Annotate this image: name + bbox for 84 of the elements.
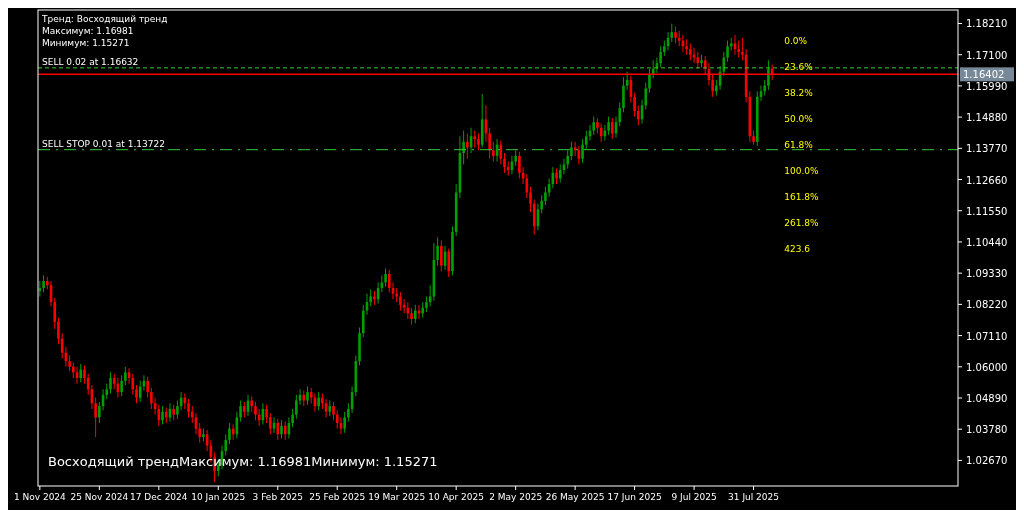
candlestick: [492, 141, 495, 163]
candlestick: [499, 139, 503, 165]
candlestick: [146, 376, 149, 399]
text: 1.12660: [966, 174, 1008, 186]
annotation: Тренд: Восходящий тренд: [41, 14, 168, 24]
text: 1.11550: [966, 205, 1008, 217]
ref-line-label: SELL STOP 0.01 at 1.13722: [42, 138, 165, 149]
candlestick: [109, 371, 112, 394]
candlestick: [228, 422, 231, 445]
candlestick: [83, 364, 86, 385]
annotation: Максимум: 1.16981: [42, 26, 134, 36]
candlestick: [269, 412, 272, 435]
text: 61.8%: [784, 140, 814, 150]
ref-line-label: SELL 0.02 at 1.16632: [42, 56, 139, 67]
x-tick-label: 17 Dec 2024: [130, 492, 188, 502]
candlestick: [648, 68, 651, 94]
x-tick-label: 26 May 2025: [545, 492, 605, 502]
candlestick: [532, 199, 536, 236]
candlestick: [343, 411, 346, 434]
x-tick-label: 25 Nov 2024: [70, 492, 129, 502]
candlestick: [57, 317, 60, 345]
candlestick: [767, 59, 770, 91]
text: 1.07110: [966, 330, 1008, 342]
candlestick: [503, 152, 506, 174]
candlestick: [566, 149, 569, 170]
text: 1.18210: [966, 18, 1008, 30]
candlestick: [570, 141, 573, 161]
candlestick: [529, 186, 532, 213]
text: 161.8%: [784, 192, 820, 202]
text: 50.0%: [784, 114, 814, 124]
text: 1.15990: [966, 80, 1008, 92]
candlestick: [581, 138, 584, 164]
candlestick: [79, 363, 83, 383]
x-tick-label: 19 Mar 2025: [368, 492, 426, 502]
text: 38.2%: [784, 88, 814, 98]
annotation: Минимум: 1.15271: [42, 38, 130, 48]
x-tick-label: 10 Apr 2025: [428, 492, 485, 502]
candlestick: [611, 117, 614, 140]
candlestick: [276, 418, 280, 441]
candlestick: [332, 401, 335, 421]
text: 0.0%: [784, 36, 808, 46]
text: 1.09330: [966, 268, 1008, 280]
candlestick: [124, 366, 127, 386]
candlestick: [384, 267, 387, 288]
text: 1.08220: [966, 299, 1008, 311]
candlestick: [335, 409, 339, 430]
ref-line-label: 1.16402: [963, 69, 1005, 81]
candlestick: [161, 405, 164, 425]
candlestick: [466, 132, 469, 160]
candlestick: [254, 401, 257, 421]
candlestick: [637, 104, 640, 126]
candlestick: [622, 76, 625, 113]
text: 1.04890: [966, 393, 1008, 404]
text: 1.17100: [966, 49, 1008, 61]
text: 1.02670: [966, 455, 1008, 467]
text: 1.10440: [966, 236, 1008, 248]
candlestick: [265, 404, 268, 424]
x-tick-label: 2 May 2025: [489, 492, 543, 502]
candlestick: [120, 374, 123, 397]
x-tick-label: 10 Jan 2025: [191, 492, 246, 502]
text: 1.14880: [966, 112, 1008, 124]
candlestick: [280, 419, 283, 439]
candlestick: [607, 116, 610, 136]
x-tick-label: 9 Jul 2025: [671, 492, 717, 502]
candlestick: [306, 385, 309, 406]
candlestick: [399, 291, 402, 312]
text: 1.13770: [966, 143, 1008, 155]
text: 261.8%: [784, 218, 820, 228]
text: 1.06000: [966, 361, 1008, 373]
text: 423.6: [784, 244, 811, 254]
x-tick-label: 31 Jul 2025: [728, 492, 780, 502]
candlestick: [135, 384, 138, 404]
x-tick-label: 17 Jun 2025: [607, 492, 662, 502]
text: 23.6%: [784, 62, 814, 72]
x-tick-label: 1 Nov 2024: [13, 492, 67, 502]
candlestick: [447, 248, 451, 278]
text: 1.03780: [966, 424, 1008, 436]
candlestick: [317, 391, 320, 411]
x-tick-label: 3 Feb 2025: [252, 492, 303, 502]
text: 100.0%: [784, 166, 820, 176]
x-tick-label: 25 Feb 2025: [309, 492, 366, 502]
candlestick: [726, 40, 729, 63]
candlestick: [440, 239, 443, 272]
candlestick: [187, 398, 190, 418]
